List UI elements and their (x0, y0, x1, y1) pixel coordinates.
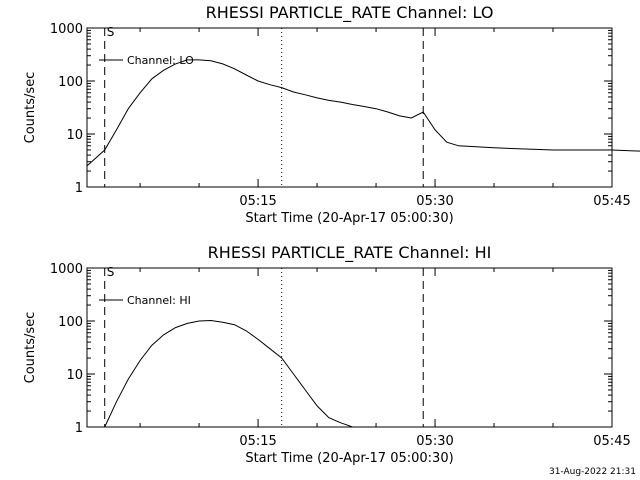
legend-label: Channel: LO (127, 54, 194, 67)
time-marker-label: S (107, 265, 115, 279)
x-tick-label: 05:30 (416, 434, 453, 449)
x-tick-label: 05:15 (239, 434, 276, 449)
x-tick-label: 05:45 (593, 434, 630, 449)
timestamp-label: 31-Aug-2022 21:31 (549, 467, 636, 477)
x-axis-label: Start Time (20-Apr-17 05:00:30) (245, 211, 453, 226)
y-tick-label: 100 (58, 315, 83, 330)
y-tick-label: 10 (66, 128, 83, 143)
lo-channel-panel: RHESSI PARTICLE_RATE Channel: LO 1 10 100 10… (23, 3, 640, 226)
y-tick-label: 10 (66, 368, 83, 383)
time-marker-label: S (107, 25, 115, 39)
x-tick-label: 05:45 (593, 194, 630, 209)
y-tick-label: 1000 (50, 22, 83, 37)
x-tick-label: 05:15 (239, 194, 276, 209)
series-line (86, 59, 640, 167)
series-line (104, 319, 353, 428)
plot-frame (86, 27, 613, 188)
plot-frame (86, 267, 613, 428)
y-axis-label: Counts/sec (23, 312, 38, 384)
x-axis-label: Start Time (20-Apr-17 05:00:30) (245, 451, 453, 466)
chart-title: RHESSI PARTICLE_RATE Channel: HI (208, 243, 492, 263)
y-axis-label: Counts/sec (23, 72, 38, 144)
y-tick-label: 1 (75, 181, 83, 196)
y-tick-label: 1 (75, 421, 83, 436)
y-tick-label: 100 (58, 75, 83, 90)
y-tick-label: 1000 (50, 262, 83, 277)
x-tick-label: 05:30 (416, 194, 453, 209)
legend-label: Channel: HI (127, 294, 191, 307)
chart-title: RHESSI PARTICLE_RATE Channel: LO (206, 3, 494, 23)
hi-channel-panel: RHESSI PARTICLE_RATE Channel: HI 1 10 100 10… (23, 243, 631, 466)
